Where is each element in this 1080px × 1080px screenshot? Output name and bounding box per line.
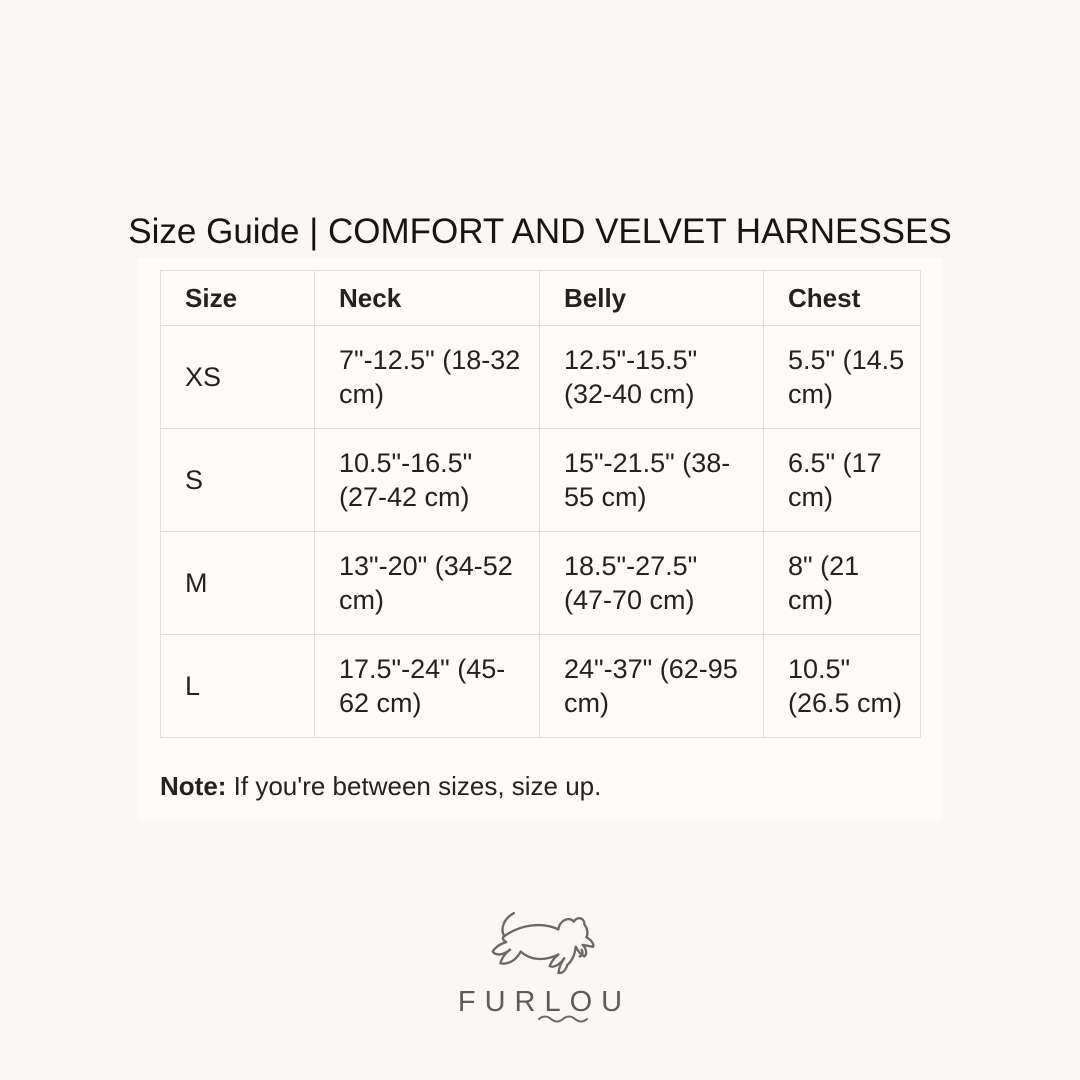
table-row-l: L 17.5"-24" (45-62 cm) 24"-37" (62-95 cm…	[160, 634, 921, 738]
cell-size: L	[160, 634, 315, 738]
size-table: Size Neck Belly Chest XS 7"-12.5" (18-32…	[160, 270, 921, 738]
table-header-row: Size Neck Belly Chest	[160, 270, 921, 326]
sizing-note: Note: If you're between sizes, size up.	[160, 771, 920, 802]
cell-size: S	[160, 428, 315, 532]
brand-name: FURLOU	[457, 986, 632, 1018]
note-label: Note:	[160, 771, 227, 801]
cell-chest: 8" (21 cm)	[763, 531, 921, 635]
cell-belly: 15"-21.5" (38-55 cm)	[539, 428, 764, 532]
size-guide-panel: Size Neck Belly Chest XS 7"-12.5" (18-32…	[138, 258, 942, 820]
cell-neck: 17.5"-24" (45-62 cm)	[314, 634, 540, 738]
brand-logo: FURLOU	[0, 900, 1080, 1023]
cell-belly: 18.5"-27.5" (47-70 cm)	[539, 531, 764, 635]
cell-chest: 6.5" (17 cm)	[763, 428, 921, 532]
note-text: If you're between sizes, size up.	[226, 771, 602, 801]
cell-neck: 10.5"-16.5" (27-42 cm)	[314, 428, 540, 532]
jumping-dog-icon	[491, 911, 595, 975]
column-header-size: Size	[160, 270, 315, 326]
cell-chest: 5.5" (14.5 cm)	[763, 325, 921, 429]
cell-belly: 12.5"-15.5" (32-40 cm)	[539, 325, 764, 429]
cell-size: M	[160, 531, 315, 635]
cell-neck: 13"-20" (34-52 cm)	[314, 531, 540, 635]
column-header-neck: Neck	[314, 270, 540, 326]
table-row-m: M 13"-20" (34-52 cm) 18.5"-27.5" (47-70 …	[160, 531, 921, 635]
table-row-s: S 10.5"-16.5" (27-42 cm) 15"-21.5" (38-5…	[160, 428, 921, 532]
cell-belly: 24"-37" (62-95 cm)	[539, 634, 764, 738]
column-header-belly: Belly	[539, 270, 764, 326]
cell-size: XS	[160, 325, 315, 429]
page-title: Size Guide | COMFORT AND VELVET HARNESSE…	[128, 212, 952, 251]
cell-neck: 7"-12.5" (18-32 cm)	[314, 325, 540, 429]
cell-chest: 10.5" (26.5 cm)	[763, 634, 921, 738]
brand-flourish	[538, 1015, 588, 1023]
table-row-xs: XS 7"-12.5" (18-32 cm) 12.5"-15.5" (32-4…	[160, 325, 921, 429]
column-header-chest: Chest	[763, 270, 921, 326]
